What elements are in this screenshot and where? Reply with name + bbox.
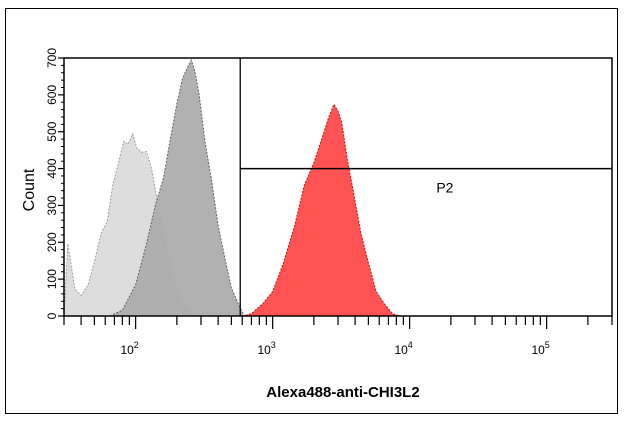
- plot-layer: [63, 58, 401, 317]
- gate-label-p2: P2: [436, 180, 453, 196]
- x-tick-label: 103: [257, 340, 275, 357]
- y-tick-label: 0: [45, 312, 59, 319]
- y-tick-label: 400: [45, 158, 59, 178]
- histogram-series-2: [109, 58, 245, 317]
- y-tick-label: 700: [45, 48, 59, 68]
- y-tick-label: 100: [45, 269, 59, 289]
- x-tick-label: 105: [531, 340, 549, 357]
- x-tick-label: 104: [394, 340, 412, 357]
- axes-layer: P2 102 103 104 105 0 100 200 300 400 500 600 700: [45, 48, 613, 357]
- histogram-series-3: [242, 103, 401, 317]
- y-tick-label: 200: [45, 232, 59, 252]
- y-tick-label: 500: [45, 121, 59, 141]
- y-tick-label: 600: [45, 85, 59, 105]
- x-axis-title: Alexa488-anti-CHI3L2: [266, 384, 419, 401]
- x-tick-label: 102: [120, 340, 138, 357]
- y-tick-label: 300: [45, 195, 59, 215]
- y-axis-title: Count: [21, 168, 38, 211]
